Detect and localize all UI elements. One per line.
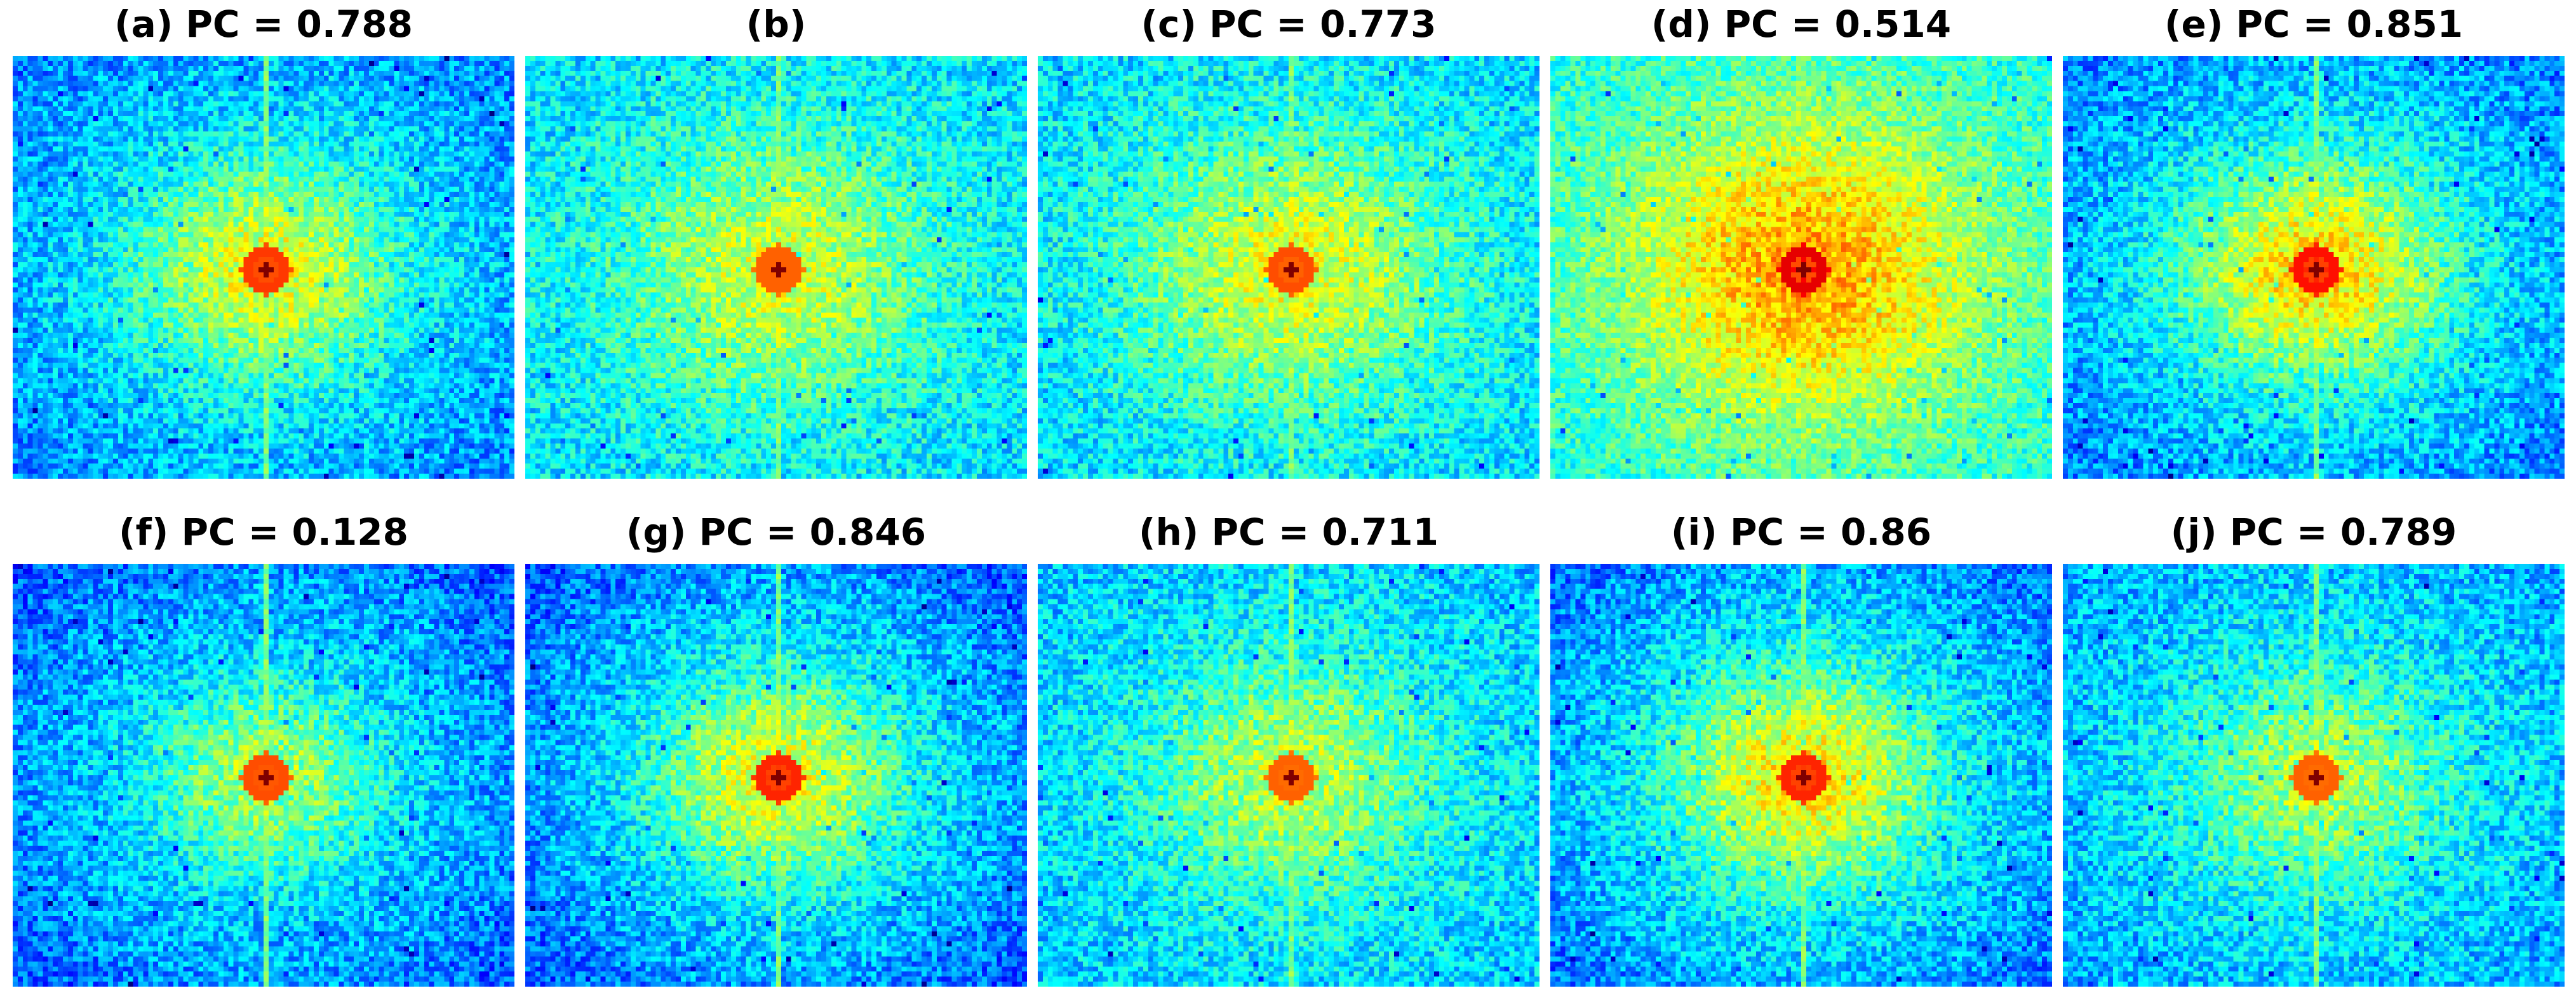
spectrum-heatmap	[1038, 56, 1540, 479]
panel-title: (f) PC = 0.128	[119, 510, 408, 554]
spectrum-heatmap	[1038, 564, 1540, 987]
panel-title: (c) PC = 0.773	[1141, 3, 1437, 46]
spectrum-heatmap	[13, 56, 514, 479]
spectrum-heatmap	[2063, 56, 2565, 479]
panel-title: (a) PC = 0.788	[114, 3, 413, 46]
panel-title: (d) PC = 0.514	[1651, 3, 1952, 46]
panel-title: (i) PC = 0.86	[1670, 510, 1932, 554]
spectrum-heatmap	[1550, 56, 2052, 479]
spectrum-heatmap	[13, 564, 514, 987]
spectrum-heatmap	[2063, 564, 2565, 987]
panel-title: (j) PC = 0.789	[2170, 510, 2457, 554]
panel-title: (h) PC = 0.711	[1138, 510, 1439, 554]
panel-title: (g) PC = 0.846	[626, 510, 927, 554]
spectrum-heatmap	[525, 56, 1027, 479]
spectrum-heatmap	[525, 564, 1027, 987]
panel-title: (e) PC = 0.851	[2164, 3, 2464, 46]
panel-title: (b)	[746, 3, 807, 46]
spectrum-heatmap	[1550, 564, 2052, 987]
